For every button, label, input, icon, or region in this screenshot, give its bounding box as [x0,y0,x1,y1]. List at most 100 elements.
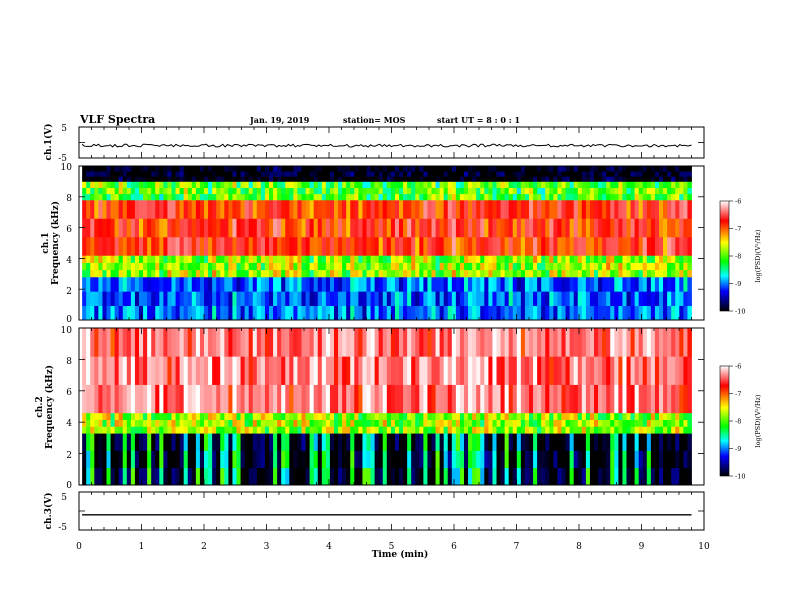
spectrogram-cell [464,171,469,177]
spectrogram-cell [541,236,546,256]
spectrogram-cell [220,305,225,321]
spectrogram-cell [216,181,221,188]
spectrogram-cell [577,328,583,357]
spectrogram-cell [151,236,156,256]
spectrogram-cell [366,181,371,188]
spectrogram-cell [602,276,607,292]
spectrogram-cell [667,276,672,292]
spectrogram-cell [516,255,522,263]
spectrogram-cell [354,305,359,321]
spectrogram-cell [228,412,233,420]
ch1-spectrogram-image [82,166,692,321]
spectrogram-cell [82,384,87,414]
spectrogram-cell [350,276,355,292]
spectrogram-cell [459,199,465,219]
spectrogram-cell [508,450,514,469]
spectrogram-cell [512,356,518,385]
spectrogram-cell [468,384,473,414]
spectrogram-cell [480,419,485,427]
spectrogram-cell [285,419,290,427]
spectrogram-cell [362,467,367,486]
spectrogram-cell [573,291,579,307]
spectrogram-cell [496,450,501,469]
spectrogram-cell [147,166,152,172]
spectrogram-cell [220,269,225,278]
spectrogram-cell [110,433,116,451]
spectrogram-cell [329,187,335,195]
spectrogram-cell [488,419,493,427]
spectrogram-cell [504,328,510,357]
spectrogram-cell [264,236,270,256]
spectrogram-cell [232,181,237,188]
spectrogram-cell [264,356,270,385]
spectrogram-cell [557,176,562,182]
spectrogram-cell [346,262,351,271]
spectrogram-cell [565,426,571,434]
spectrogram-cell [281,255,286,263]
spectrogram-cell [358,193,363,201]
spectrogram-cell [622,426,627,434]
ch1-colorbar-gradient [719,200,730,312]
spectrogram-cell [541,426,546,434]
spectrogram-cell [289,305,294,321]
spectrogram-cell [663,276,668,292]
spectrogram-cell [232,467,237,486]
spectrogram-cell [90,419,95,427]
spectrogram-cell [626,276,631,292]
spectrogram-cell [634,236,640,256]
spectrogram-cell [447,276,453,292]
spectrogram-cell [256,412,262,420]
spectrogram-cell [313,419,319,427]
spectrogram-cell [260,433,266,451]
spectrogram-cell [139,199,144,219]
spectrogram-cell [411,199,416,219]
spectrogram-cell [667,218,672,238]
spectrogram-cell [358,384,363,414]
spectrogram-cell [366,426,371,434]
spectrogram-cell [321,356,327,385]
time-axis-label: Time (min) [372,549,429,560]
spectrogram-cell [500,236,506,256]
spectrogram-cell [529,356,534,385]
spectrogram-cell [386,433,392,451]
station-label: station= MOS [343,115,406,125]
spectrogram-cell [464,176,469,182]
spectrogram-cell [260,419,266,427]
spectrogram-cell [638,269,644,278]
spectrogram-cell [529,384,534,414]
spectrogram-cell [199,193,205,201]
spectrogram-cell [228,450,233,469]
spectrogram-cell [212,276,217,292]
spectrogram-cell [350,467,355,486]
spectrogram-cell [134,269,140,278]
spectrogram-cell [589,305,595,321]
spectrogram-cell [195,419,201,427]
ch2-colorbar-gradient [719,365,730,477]
spectrogram-cell [106,467,111,486]
spectrogram-cell [468,166,473,172]
spectrogram-cell [634,412,640,420]
spectrogram-cell [143,291,148,307]
spectrogram-cell [553,236,558,256]
spectrogram-cell [394,187,400,195]
spectrogram-cell [431,255,436,263]
spectrogram-cell [671,276,676,292]
spectrogram-cell [650,269,656,278]
spectrogram-cell [614,356,619,385]
spectrogram-cell [244,305,250,321]
spectrogram-cell [329,236,335,256]
spectrogram-cell [594,199,599,219]
spectrogram-cell [439,328,445,357]
spectrogram-cell [618,328,623,357]
spectrogram-cell [427,419,432,427]
spectrogram-cell [577,236,583,256]
spectrogram-cell [512,269,518,278]
spectrogram-cell [594,181,599,188]
spectrogram-cell [199,199,205,219]
spectrogram-cell [305,187,311,195]
spectrogram-cell [98,187,103,195]
spectrogram-cell [114,176,120,182]
spectrogram-cell [139,218,144,238]
spectrogram-cell [248,419,254,427]
colorbar-tick-label: -9 [735,280,741,288]
